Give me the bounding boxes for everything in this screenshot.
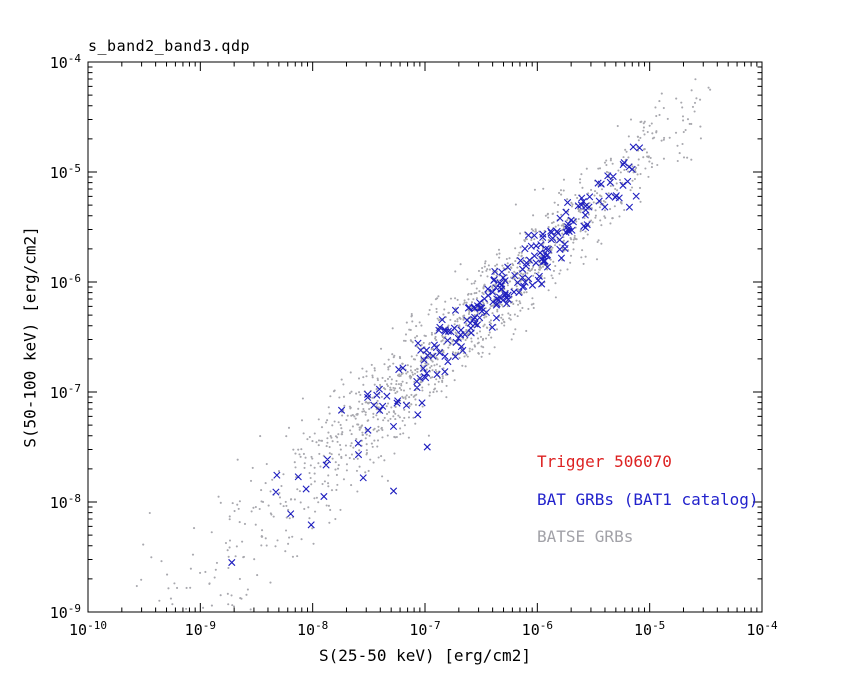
legend-entry-batse-grbs: BATSE GRBs <box>537 527 634 546</box>
x-tick-label: 10-7 <box>409 619 441 639</box>
y-tick-label: 10-7 <box>49 382 81 402</box>
x-tick-label: 10-6 <box>521 619 553 639</box>
y-tick-label: 10-5 <box>49 162 81 182</box>
x-tick-label: 10-4 <box>746 619 778 639</box>
x-tick-label: 10-10 <box>69 619 107 639</box>
plot-title: s_band2_band3.qdp <box>88 37 251 55</box>
legend-entry-bat-grbs: BAT GRBs (BAT1 catalog) <box>537 490 759 509</box>
axis-ticks <box>87 61 763 613</box>
y-tick-label: 10-6 <box>49 272 81 292</box>
x-tick-label: 10-5 <box>634 619 666 639</box>
x-tick-label: 10-8 <box>297 619 329 639</box>
y-tick-label: 10-4 <box>49 52 81 72</box>
y-tick-label: 10-9 <box>49 602 81 622</box>
x-tick-label: 10-9 <box>184 619 216 639</box>
bat-points <box>228 143 644 567</box>
plot-frame <box>87 61 763 613</box>
y-tick-label: 10-8 <box>49 492 81 512</box>
x-axis-label: S(25-50 keV) [erg/cm2] <box>319 646 531 665</box>
legend-entry-trigger: Trigger 506070 <box>537 452 672 471</box>
y-axis-label: S(50-100 keV) [erg/cm2] <box>20 226 40 448</box>
